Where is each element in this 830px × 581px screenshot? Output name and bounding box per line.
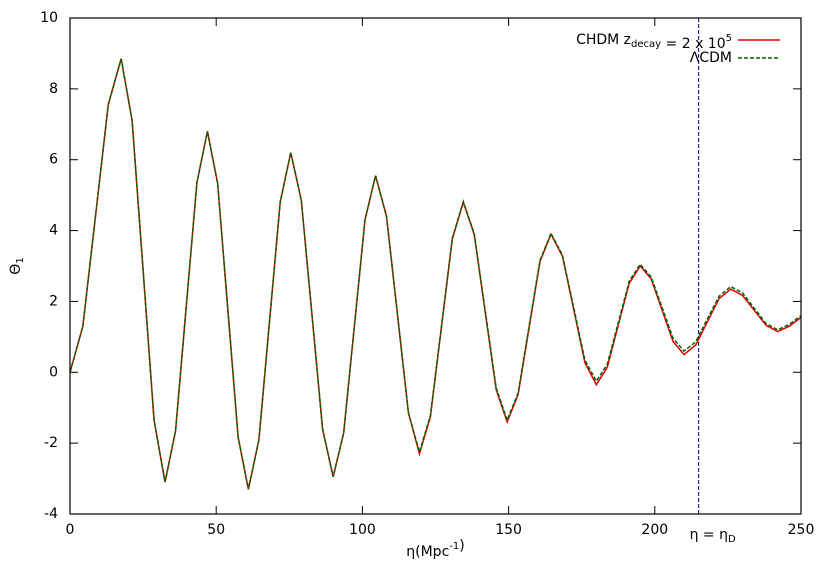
x-axis-label-part: ) (459, 538, 464, 554)
x-tick-label: 200 (641, 522, 668, 538)
y-tick-label: 0 (49, 364, 58, 380)
y-tick-label: 8 (49, 81, 58, 97)
y-tick-label: 10 (40, 10, 58, 26)
x-tick-label: 50 (207, 522, 225, 538)
legend-label-part: = 2 x 10 (661, 36, 726, 52)
x-tick-label: 250 (788, 522, 815, 538)
y-tick-label: -4 (44, 506, 58, 522)
plot-frame (69, 17, 802, 515)
x-axis-label-sup: -1 (449, 541, 459, 552)
x-axis-label-part: η(Mpc (406, 544, 449, 560)
x-tick-label: 100 (349, 522, 376, 538)
y-axis-label-sub: 1 (15, 257, 26, 263)
y-axis-label-part: Θ (8, 264, 24, 275)
x-tick-label: 150 (495, 522, 522, 538)
annotation-label: η = ηD (690, 527, 736, 545)
legend-label: ΛCDM (690, 50, 732, 66)
legend-label-sup: 5 (726, 33, 732, 44)
x-axis-label: η(Mpc-1) (406, 538, 464, 560)
series-line (69, 58, 802, 490)
y-tick-label: 6 (49, 152, 58, 168)
legend-label-sub: decay (631, 39, 661, 50)
legend-label: CHDM zdecay = 2 x 105 (576, 32, 732, 52)
series-line (69, 58, 802, 490)
legend-label-part: ΛCDM (690, 50, 732, 66)
y-tick-label: 4 (49, 223, 58, 239)
y-tick-label: -2 (44, 435, 58, 451)
legend-label-part: CHDM z (576, 32, 631, 48)
annotation-label-part: η = η (690, 527, 728, 543)
y-axis-label: Θ1 (8, 257, 26, 274)
y-tick-label: 2 (49, 293, 58, 309)
x-tick-label: 0 (66, 522, 75, 538)
annotation-label-sub: D (728, 534, 736, 545)
